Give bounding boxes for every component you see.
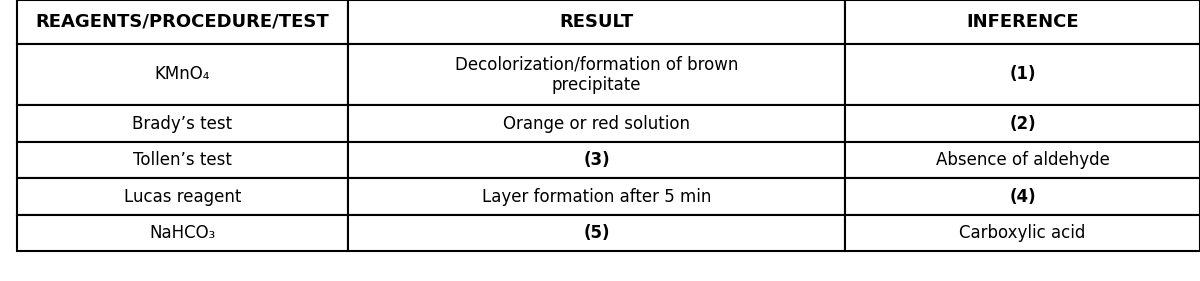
Bar [845,0,1200,44]
Bar [17,178,348,215]
Text: (3): (3) [583,151,610,169]
Bar [845,142,1200,178]
Text: KMnO₄: KMnO₄ [155,65,210,83]
Text: (1): (1) [1009,65,1036,83]
Text: Brady’s test: Brady’s test [132,115,233,133]
Bar [348,178,845,215]
Bar [17,215,348,251]
Bar [845,105,1200,142]
Text: Carboxylic acid: Carboxylic acid [959,224,1086,242]
Bar [17,0,348,44]
Text: RESULT: RESULT [559,13,634,31]
Bar [845,44,1200,105]
Text: REAGENTS/PROCEDURE/TEST: REAGENTS/PROCEDURE/TEST [36,13,329,31]
Text: Decolorization/formation of brown
precipitate: Decolorization/formation of brown precip… [455,55,738,94]
Text: Absence of aldehyde: Absence of aldehyde [936,151,1110,169]
Text: Tollen’s test: Tollen’s test [133,151,232,169]
Bar [17,44,348,105]
Bar [348,0,845,44]
Bar [348,105,845,142]
Bar [348,44,845,105]
Bar [348,215,845,251]
Text: Layer formation after 5 min: Layer formation after 5 min [482,188,712,206]
Bar [845,178,1200,215]
Text: Orange or red solution: Orange or red solution [503,115,690,133]
Text: INFERENCE: INFERENCE [966,13,1079,31]
Text: (2): (2) [1009,115,1036,133]
Text: Lucas reagent: Lucas reagent [124,188,241,206]
Text: (4): (4) [1009,188,1036,206]
Text: NaHCO₃: NaHCO₃ [149,224,216,242]
Text: (5): (5) [583,224,610,242]
Bar [348,142,845,178]
Bar [17,142,348,178]
Bar [845,215,1200,251]
Bar [17,105,348,142]
